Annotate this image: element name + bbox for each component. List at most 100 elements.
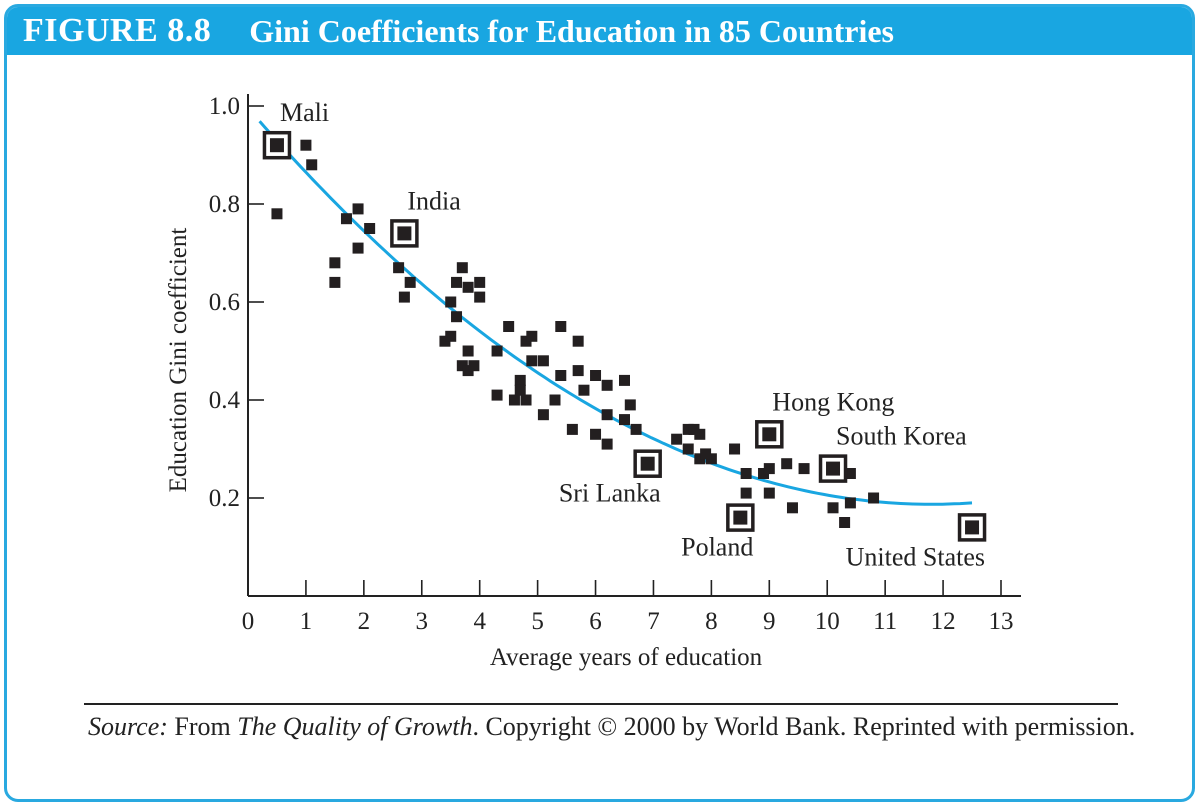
y-tick-label: 0.8: [209, 191, 240, 218]
y-tick-label: 0.4: [209, 387, 241, 414]
data-point: [526, 330, 538, 342]
data-point: [526, 355, 538, 367]
source-label: Source:: [88, 712, 168, 741]
data-point: [398, 291, 410, 303]
highlight-point: [826, 461, 841, 476]
data-point: [439, 335, 451, 347]
data-point: [451, 311, 463, 323]
data-point: [508, 394, 520, 406]
data-point: [537, 355, 549, 367]
x-tick-label: 6: [589, 608, 602, 635]
highlight-point: [762, 427, 777, 442]
data-point: [462, 345, 474, 357]
highlight-point: [733, 510, 748, 525]
data-point: [491, 345, 503, 357]
x-tick-label: 2: [358, 608, 371, 635]
data-point: [763, 463, 775, 475]
y-tick-label: 1.0: [209, 93, 240, 120]
x-tick-label: 3: [416, 608, 429, 635]
data-point: [445, 330, 457, 342]
data-point: [566, 423, 578, 435]
data-point: [514, 374, 526, 386]
data-point: [520, 394, 532, 406]
data-point: [740, 487, 752, 499]
data-point: [364, 223, 376, 234]
data-point: [682, 443, 694, 455]
highlight-point: [397, 226, 412, 241]
highlight-box: [818, 454, 848, 483]
data-point: [688, 423, 700, 435]
data-point: [839, 517, 851, 528]
data-point: [798, 463, 810, 475]
x-tick-label: 1: [300, 608, 313, 635]
data-point: [404, 276, 416, 288]
country-label: Hong Kong: [772, 387, 894, 416]
country-label: Mali: [280, 98, 329, 127]
x-tick-label: 5: [531, 608, 544, 635]
data-point: [555, 370, 567, 381]
data-point: [462, 281, 474, 293]
data-point: [740, 468, 752, 479]
data-point: [844, 497, 856, 509]
data-point: [694, 428, 706, 440]
y-tick-label: 0.6: [209, 289, 240, 316]
data-point: [572, 365, 584, 377]
data-point: [763, 487, 775, 499]
data-point: [781, 458, 793, 470]
scatter-chart: 0 1 2 3 4 5 6 7 8 9 10 11 12 130.20.40.60.81.0 MaliIn…: [165, 93, 1021, 671]
data-point: [474, 276, 486, 288]
figure-number: FIGURE 8.8: [23, 12, 212, 49]
data-points: [271, 139, 880, 528]
data-point: [352, 242, 364, 254]
figure-title-bar: FIGURE 8.8 Gini Coefficients for Educati…: [7, 7, 1192, 55]
source-text-after: . Copyright © 2000 by World Bank. Reprin…: [472, 712, 1136, 741]
x-tick-label: 13: [989, 608, 1014, 635]
data-point: [462, 365, 474, 377]
data-point: [601, 379, 613, 391]
highlight-point: [269, 138, 284, 153]
data-point: [601, 409, 613, 421]
data-point: [514, 384, 526, 396]
data-point: [700, 448, 712, 460]
data-point: [537, 409, 549, 421]
country-label: South Korea: [836, 422, 967, 451]
chart-axes: 0 1 2 3 4 5 6 7 8 9 10 11 12 130.20.40.60.81.0: [209, 93, 1021, 635]
source-divider: [84, 703, 1118, 705]
country-label: Sri Lanka: [559, 479, 661, 508]
data-point: [300, 139, 312, 151]
source-book-title: The Quality of Growth: [237, 712, 473, 741]
data-point: [549, 394, 561, 406]
highlight-box: [633, 449, 662, 478]
highlight-point: [965, 520, 980, 535]
data-point: [705, 453, 717, 465]
x-tick-label: 0: [242, 608, 255, 635]
x-tick-label: 8: [705, 608, 718, 635]
data-point: [729, 443, 741, 455]
data-point: [671, 433, 683, 445]
y-tick-label: 0.2: [209, 485, 240, 512]
data-point: [630, 423, 642, 435]
data-point: [868, 492, 880, 504]
data-point: [468, 360, 480, 372]
data-point: [329, 257, 341, 269]
data-point: [456, 262, 468, 274]
data-point: [572, 335, 584, 347]
data-point: [340, 213, 352, 225]
data-point: [271, 208, 283, 220]
data-point: [758, 468, 770, 479]
data-point: [578, 384, 590, 396]
highlight-point: [640, 456, 655, 471]
data-point: [474, 291, 486, 303]
data-point: [329, 276, 341, 288]
figure-title: Gini Coefficients for Education in 85 Co…: [249, 12, 894, 49]
x-tick-label: 9: [763, 608, 776, 635]
x-tick-label: 11: [873, 608, 897, 635]
data-point: [393, 262, 405, 274]
data-point: [451, 276, 463, 288]
highlighted-countries: Mali India Sri Lanka Poland Hong Kong South K…: [262, 98, 987, 571]
figure-frame: FIGURE 8.8 Gini Coefficients for Educati…: [4, 4, 1195, 802]
country-label: United States: [846, 542, 985, 571]
data-point: [590, 370, 602, 381]
x-tick-label: 10: [815, 608, 840, 635]
data-point: [694, 453, 706, 465]
